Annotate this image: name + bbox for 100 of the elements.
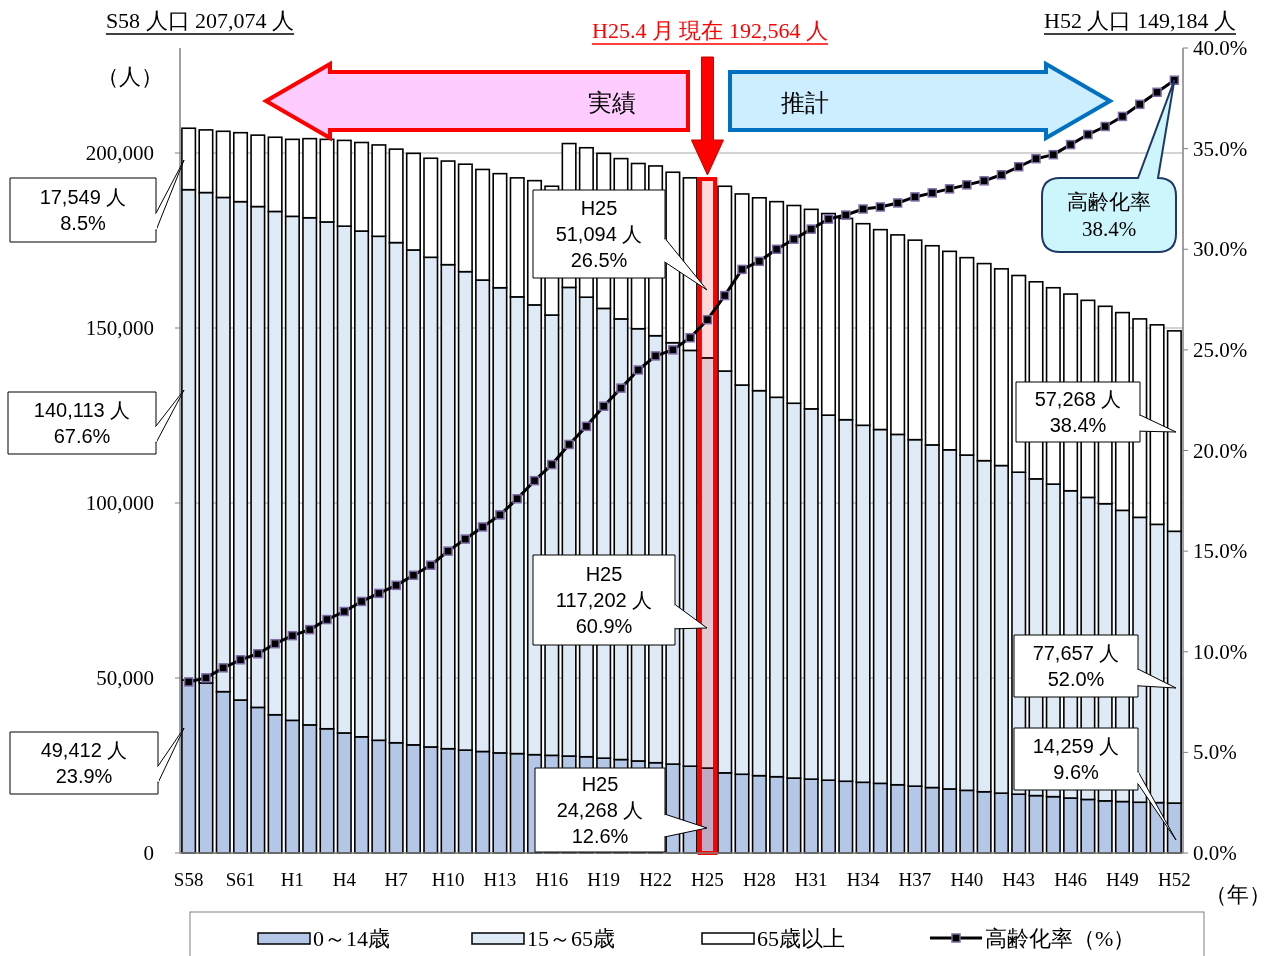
point <box>1013 161 1024 172</box>
x-tick-label: H13 <box>483 869 517 890</box>
point <box>910 192 920 202</box>
point <box>460 534 471 544</box>
point <box>668 345 678 355</box>
point <box>408 570 419 581</box>
point <box>183 677 194 687</box>
point <box>875 202 886 212</box>
point <box>564 439 574 450</box>
x-tick-label: H52 <box>1157 869 1191 890</box>
x-tick-label: H40 <box>950 869 984 890</box>
point <box>529 475 540 486</box>
point <box>979 176 989 186</box>
point <box>616 383 626 393</box>
point <box>287 630 298 641</box>
point <box>806 224 816 234</box>
point <box>650 351 661 361</box>
y2-tick-label: 40.0% <box>1193 36 1248 60</box>
y-tick-label: 100,000 <box>85 491 154 515</box>
y2-tick-label: 5.0% <box>1193 740 1237 765</box>
x-tick-label: H46 <box>1054 869 1087 890</box>
legend-label: 15～65歳 <box>527 926 615 951</box>
point <box>1065 139 1076 150</box>
y2-tick-label: 35.0% <box>1193 136 1248 161</box>
point <box>1117 111 1128 122</box>
annotation: 推計 <box>781 89 829 116</box>
point <box>702 314 713 325</box>
point <box>841 210 851 220</box>
x-tick-label: S58 <box>173 869 204 890</box>
point <box>719 290 730 301</box>
annotation: 実績 <box>588 89 636 116</box>
point <box>356 596 367 607</box>
point <box>685 333 695 343</box>
point <box>892 198 903 208</box>
x-tick-label: H22 <box>639 869 672 890</box>
annotation: 77,657 人 52.0% <box>1032 642 1120 690</box>
point <box>547 459 557 470</box>
point <box>253 649 263 659</box>
point <box>512 494 522 504</box>
y2-tick-label: 0.0% <box>1193 841 1237 865</box>
x-tick-label: H28 <box>742 869 776 890</box>
legend-label: 高齢化率（%） <box>985 926 1136 951</box>
x-axis-title: （年） <box>1205 882 1271 907</box>
point <box>1048 149 1059 160</box>
point <box>322 614 332 625</box>
point <box>754 256 765 267</box>
annotation: 14,259 人 9.6% <box>1032 735 1120 783</box>
point <box>391 580 401 591</box>
point <box>270 638 280 649</box>
point <box>339 606 350 617</box>
x-tick-label: H34 <box>846 869 880 890</box>
point <box>598 401 609 411</box>
point <box>1083 129 1093 140</box>
x-tick-label: H19 <box>587 869 621 890</box>
point <box>1031 153 1041 164</box>
annotation: H25 117,202 人 60.9% <box>555 563 653 637</box>
legend-label: 65歳以上 <box>757 926 845 951</box>
point <box>304 624 315 635</box>
y-tick-label: 50,000 <box>96 666 154 690</box>
y2-tick-label: 10.0% <box>1193 639 1248 664</box>
point <box>235 655 246 665</box>
y2-tick-label: 20.0% <box>1193 438 1248 463</box>
y-axis-title: （人） <box>97 64 163 89</box>
point <box>201 673 211 683</box>
point <box>477 522 488 532</box>
point <box>1100 121 1110 132</box>
x-tick-label: H1 <box>280 869 305 890</box>
point <box>374 588 384 599</box>
legend-label: 0～14歳 <box>313 926 390 951</box>
point <box>495 510 505 520</box>
text: H52 人口 149,184 人 <box>1044 8 1236 33</box>
x-tick-label: H7 <box>384 869 408 890</box>
point <box>737 264 747 275</box>
point <box>426 560 436 570</box>
point <box>927 188 937 198</box>
point <box>823 214 834 224</box>
x-tick-label: H37 <box>898 869 932 890</box>
point <box>443 546 453 556</box>
x-tick-label: H31 <box>794 869 828 890</box>
annotation: 57,268 人 38.4% <box>1034 388 1122 436</box>
point <box>771 244 782 254</box>
x-tick-label: H25 <box>691 869 724 890</box>
annotation: 高齢化率 38.4% <box>1067 190 1151 241</box>
point <box>581 421 592 432</box>
point <box>218 663 228 673</box>
point <box>633 365 644 375</box>
point <box>789 234 799 244</box>
x-tick-label: H43 <box>1002 869 1036 890</box>
x-tick-label: S61 <box>225 869 256 890</box>
x-tick-label: H4 <box>332 869 357 890</box>
y-tick-label: 0 <box>143 841 154 865</box>
point <box>858 204 868 214</box>
point <box>944 184 955 194</box>
y-tick-label: 150,000 <box>85 316 154 340</box>
point <box>1152 87 1162 98</box>
callout-rate: 高齢化率 38.4% <box>1041 79 1177 253</box>
point <box>1135 99 1145 110</box>
annotation: H25 51,094 人 26.5% <box>555 197 643 271</box>
x-tick-label: H10 <box>431 869 465 890</box>
y2-tick-label: 30.0% <box>1193 237 1248 262</box>
